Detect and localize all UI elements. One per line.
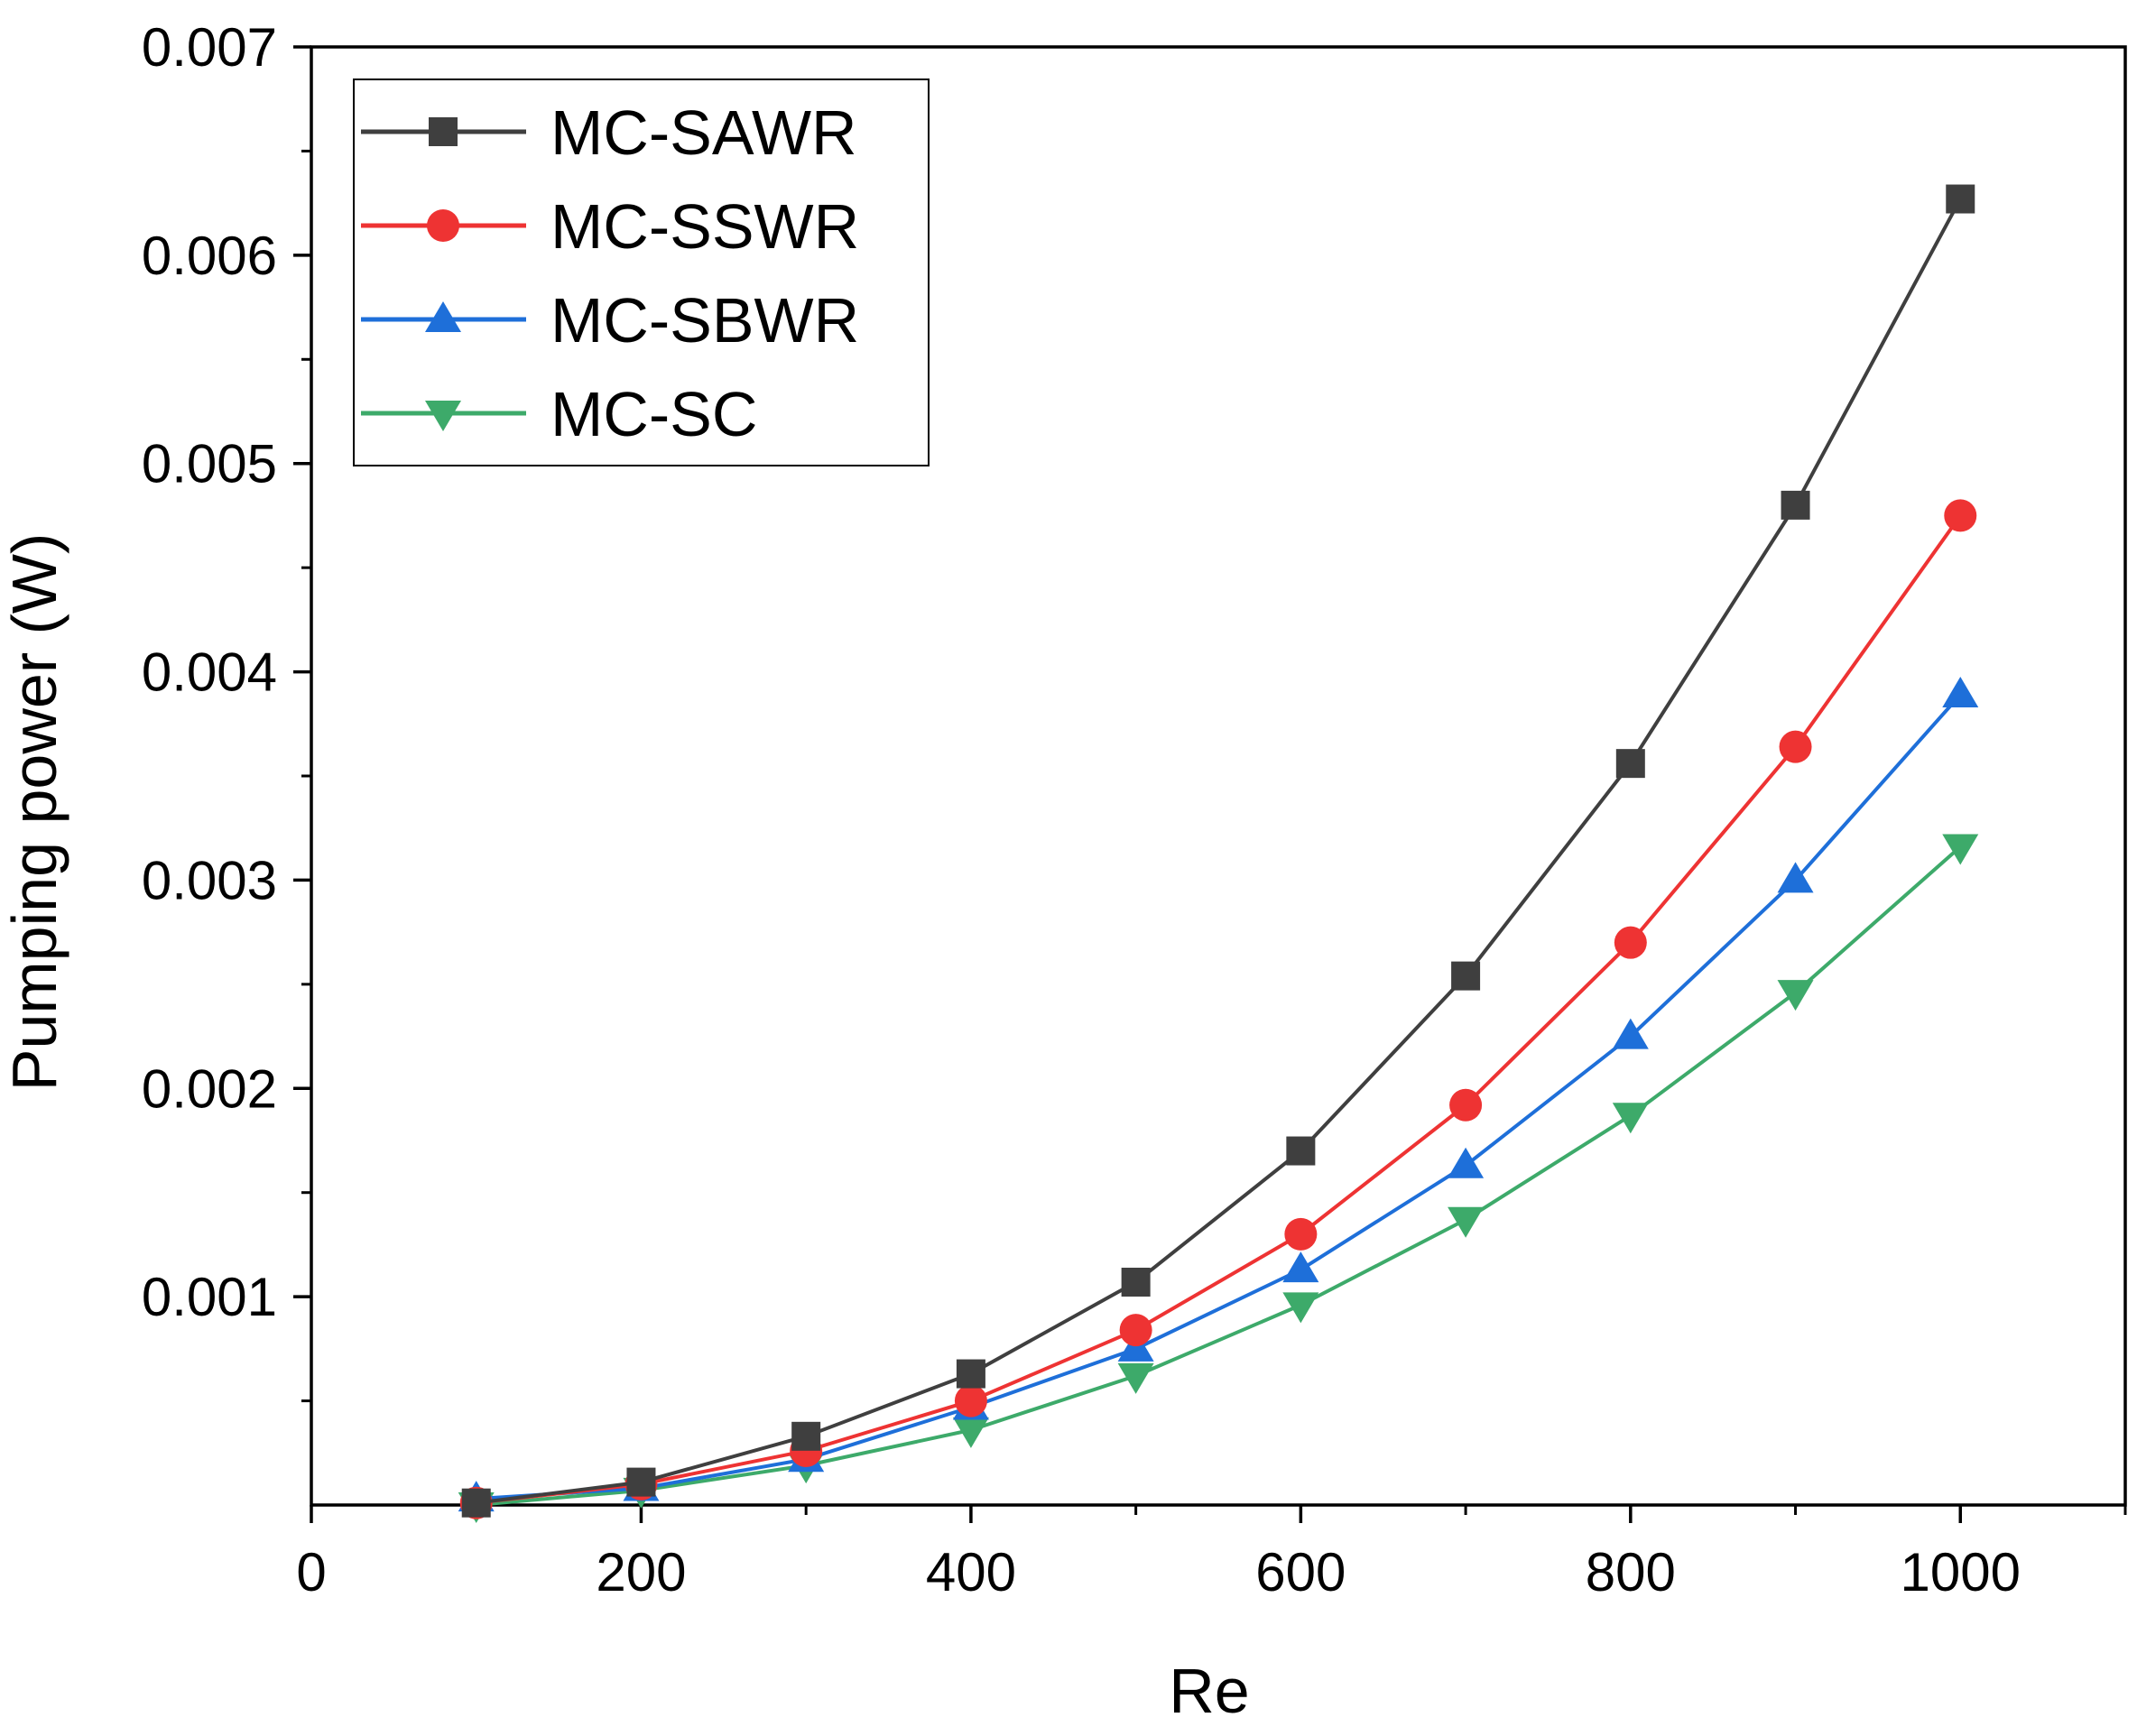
x-tick-label: 600: [1255, 1542, 1346, 1602]
legend-label: MC-SBWR: [550, 285, 859, 356]
x-tick-label: 200: [596, 1542, 686, 1602]
legend-marker: [425, 401, 461, 431]
series-line: [476, 514, 1962, 1505]
legend-item: MC-SAWR: [361, 97, 857, 168]
data-point: [952, 1417, 989, 1448]
legend-label: MC-SAWR: [550, 97, 857, 168]
legend-marker: [429, 117, 458, 146]
series-line: [476, 198, 1963, 1505]
axes: 0 200 400 600 800 1000 0.001 0.002 0.003 0.004 0.0…: [142, 17, 2127, 1602]
x-tick-label: 400: [926, 1542, 1016, 1602]
x-tick-label: 1000: [1901, 1542, 2021, 1602]
data-point: [1286, 1136, 1316, 1166]
series-line: [476, 845, 1962, 1507]
data-point: [626, 1467, 656, 1497]
data-point: [1282, 1292, 1319, 1324]
data-point: [1944, 499, 1977, 532]
data-point: [1781, 490, 1810, 520]
data-point: [954, 1384, 987, 1417]
data-point: [956, 1359, 985, 1389]
legend-marker: [425, 301, 461, 332]
y-tick-label: 0.003: [142, 850, 277, 910]
y-tick-label: 0.002: [142, 1058, 277, 1119]
data-point: [1282, 1251, 1319, 1283]
data-point: [1946, 184, 1975, 214]
data-point: [1451, 961, 1481, 991]
data-point: [1779, 730, 1812, 763]
data-point: [461, 1488, 491, 1518]
series-mc-sswr: [459, 499, 1977, 1519]
y-tick-label: 0.004: [142, 642, 277, 703]
y-axis-title: Pumping power (W): [0, 533, 69, 1092]
data-point: [1449, 1088, 1483, 1122]
data-point: [1117, 1362, 1154, 1394]
y-tick-label: 0.005: [142, 434, 277, 494]
legend: MC-SAWR MC-SSWR MC-SBWR MC-SC: [353, 78, 930, 466]
y-tick-label: 0.001: [142, 1267, 277, 1327]
y-tick-label: 0.006: [142, 226, 277, 286]
data-point: [1612, 1103, 1649, 1134]
series-layer: [458, 184, 1979, 1523]
legend-item: MC-SC: [361, 379, 757, 449]
data-point: [1777, 980, 1814, 1011]
data-point: [1777, 862, 1814, 893]
series-mc-sc: [458, 834, 1979, 1523]
data-point: [1615, 749, 1645, 779]
data-point: [1448, 1147, 1485, 1178]
x-axis-title: Re: [1169, 1656, 1249, 1726]
data-point: [1612, 1018, 1649, 1049]
data-point: [1942, 676, 1979, 707]
x-tick-label: 800: [1586, 1542, 1676, 1602]
series-mc-sawr: [461, 184, 1975, 1518]
legend-item: MC-SSWR: [361, 191, 859, 262]
legend-item: MC-SBWR: [361, 285, 859, 356]
data-point: [1614, 926, 1647, 959]
data-point: [791, 1421, 821, 1451]
data-point: [1119, 1314, 1152, 1347]
data-point: [1448, 1206, 1485, 1238]
series-line: [476, 693, 1962, 1501]
data-point: [1121, 1267, 1151, 1297]
data-point: [1284, 1217, 1318, 1251]
legend-label: MC-SC: [550, 379, 757, 449]
data-point: [1942, 834, 1979, 865]
y-tick-label: 0.007: [142, 17, 277, 78]
legend-marker: [427, 209, 459, 242]
legend-label: MC-SSWR: [550, 191, 859, 262]
x-tick-label: 0: [296, 1542, 326, 1602]
